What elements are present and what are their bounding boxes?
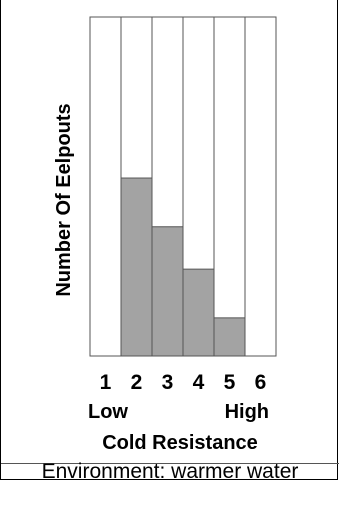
bar-3 xyxy=(151,226,184,357)
x-low-label: Low xyxy=(88,401,128,423)
x-tick-label-6: 6 xyxy=(255,371,267,394)
x-tick-label-2: 2 xyxy=(131,371,143,394)
environment-caption: Environment: warmer water xyxy=(41,460,299,483)
caption-divider xyxy=(1,463,339,464)
bar-5 xyxy=(213,317,246,357)
x-high-label: High xyxy=(225,401,269,423)
y-axis-label: Number Of Eelpouts xyxy=(53,103,75,296)
x-tick-label-5: 5 xyxy=(224,371,236,394)
column-cell-6 xyxy=(244,16,277,357)
column-cell-5 xyxy=(213,16,246,357)
column-cell-1 xyxy=(89,16,122,357)
bar-4 xyxy=(182,268,215,357)
chart-frame: Environment: warmer water xyxy=(0,0,339,483)
bar-2 xyxy=(120,177,153,357)
x-axis-label: Cold Resistance xyxy=(102,432,258,454)
chart-columns xyxy=(89,16,277,357)
x-tick-label-4: 4 xyxy=(193,371,205,394)
x-tick-label-1: 1 xyxy=(100,371,112,394)
x-tick-label-3: 3 xyxy=(162,371,174,394)
